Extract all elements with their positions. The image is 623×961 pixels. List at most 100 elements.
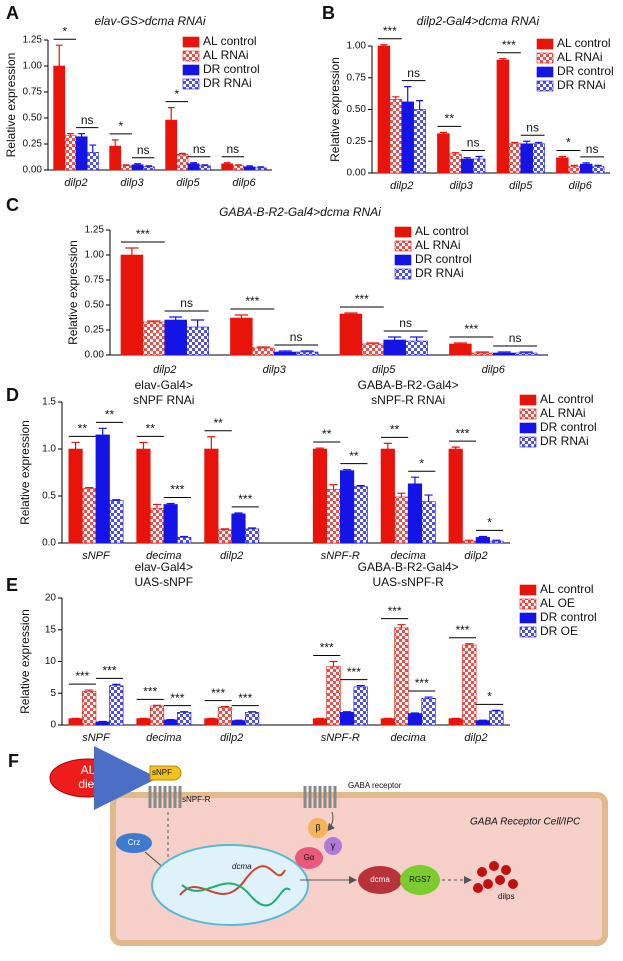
- error-bar: [478, 535, 487, 538]
- bar: [86, 152, 99, 171]
- bar: [326, 666, 341, 726]
- legend-swatch: [394, 226, 412, 238]
- bar: [64, 135, 77, 171]
- x-tick-label: sNPF: [82, 550, 111, 562]
- group-title: UAS-sNPF: [134, 575, 193, 589]
- significance-label: *: [487, 516, 492, 530]
- significance-label: *: [487, 690, 492, 704]
- y-tick-label: 0.00: [23, 165, 43, 176]
- error-bar: [404, 86, 412, 102]
- bar: [383, 339, 406, 356]
- ligand: [149, 765, 182, 781]
- bar: [204, 718, 219, 726]
- legend-swatch: [394, 268, 412, 280]
- error-bar: [329, 660, 338, 667]
- significance-label: ns: [399, 316, 412, 330]
- panel-label: B: [322, 3, 335, 23]
- error-bar: [397, 492, 406, 497]
- error-bar: [499, 58, 507, 60]
- legend-label: DR control: [540, 610, 597, 624]
- legend-swatch: [536, 66, 554, 78]
- error-bar: [344, 312, 358, 314]
- dcma-protein: [358, 866, 402, 894]
- x-tick-label: dilp2: [464, 550, 487, 562]
- significance-label: ***: [238, 492, 252, 506]
- legend-swatch: [519, 598, 537, 610]
- bar: [448, 718, 463, 726]
- rgs7: [400, 865, 440, 895]
- error-bar: [180, 535, 189, 538]
- bar: [231, 513, 246, 544]
- legend-label: AL RNAi: [540, 406, 586, 420]
- significance-label: **: [78, 422, 88, 436]
- y-tick-label: 0.75: [347, 72, 367, 83]
- bar: [532, 143, 545, 174]
- significance-label: ***: [455, 623, 469, 637]
- bar: [401, 101, 414, 174]
- error-bar: [511, 141, 519, 144]
- group-title: elav-Gal4>: [135, 560, 193, 574]
- error-bar: [278, 350, 292, 352]
- significance-label: ***: [383, 24, 397, 38]
- legend-swatch: [182, 36, 200, 48]
- error-bar: [465, 643, 474, 645]
- legend-swatch: [394, 240, 412, 252]
- significance-label: ns: [526, 120, 539, 134]
- bar: [230, 317, 253, 356]
- error-bar: [392, 96, 400, 100]
- error-bar: [329, 484, 338, 490]
- bar: [508, 143, 522, 174]
- error-bar: [247, 711, 257, 713]
- error-bar: [356, 685, 365, 687]
- significance-label: ***: [502, 38, 516, 52]
- error-bar: [246, 165, 253, 167]
- bar: [449, 153, 462, 174]
- bar: [462, 644, 477, 726]
- bar: [514, 352, 538, 356]
- significance-label: ns: [137, 143, 150, 157]
- error-bar: [383, 442, 392, 449]
- x-tick-label: decima: [390, 732, 425, 744]
- y-axis-label: Relative expression: [18, 609, 32, 714]
- error-bar: [343, 469, 352, 471]
- arrow: [326, 811, 335, 832]
- bar: [489, 710, 504, 726]
- bar: [142, 166, 155, 171]
- legend-swatch: [519, 436, 537, 448]
- x-tick-label: dilp6: [569, 180, 593, 192]
- legend-label: DR control: [415, 252, 472, 266]
- legend-label: AL OE: [540, 596, 575, 610]
- error-bar: [78, 133, 85, 137]
- x-tick-label: dilp2: [220, 732, 243, 744]
- bar: [380, 448, 395, 544]
- bar: [421, 698, 436, 726]
- error-bar: [235, 164, 242, 166]
- significance-label: ns: [180, 296, 193, 310]
- x-tick-label: decima: [146, 732, 181, 744]
- x-tick-label: decima: [390, 550, 425, 562]
- dilp-granules: [473, 861, 518, 893]
- bar: [244, 711, 260, 726]
- x-tick-label: dilp5: [372, 364, 396, 376]
- significance-label: ***: [103, 664, 117, 678]
- bar: [243, 166, 256, 171]
- bar: [109, 500, 124, 544]
- bar: [475, 537, 490, 544]
- diagram: F AL diet sNPF sNPF-R GABA receptor GABA…: [8, 746, 608, 946]
- error-bar: [535, 141, 543, 144]
- y-tick-label: 20: [45, 593, 57, 604]
- error-bar: [67, 133, 74, 136]
- y-tick-label: 1.00: [347, 41, 367, 52]
- error-bar: [139, 441, 148, 449]
- significance-label: ***: [211, 686, 225, 700]
- gaba-receptor-label: GABA receptor: [348, 781, 402, 790]
- error-bar: [410, 712, 420, 714]
- error-bar: [410, 476, 420, 484]
- legend-swatch: [394, 254, 412, 266]
- bar: [95, 434, 110, 544]
- error-bar: [169, 316, 183, 320]
- y-tick-label: 0: [50, 720, 56, 731]
- bar: [326, 489, 341, 544]
- bar: [340, 470, 355, 544]
- y-tick-label: 0.5: [42, 491, 56, 502]
